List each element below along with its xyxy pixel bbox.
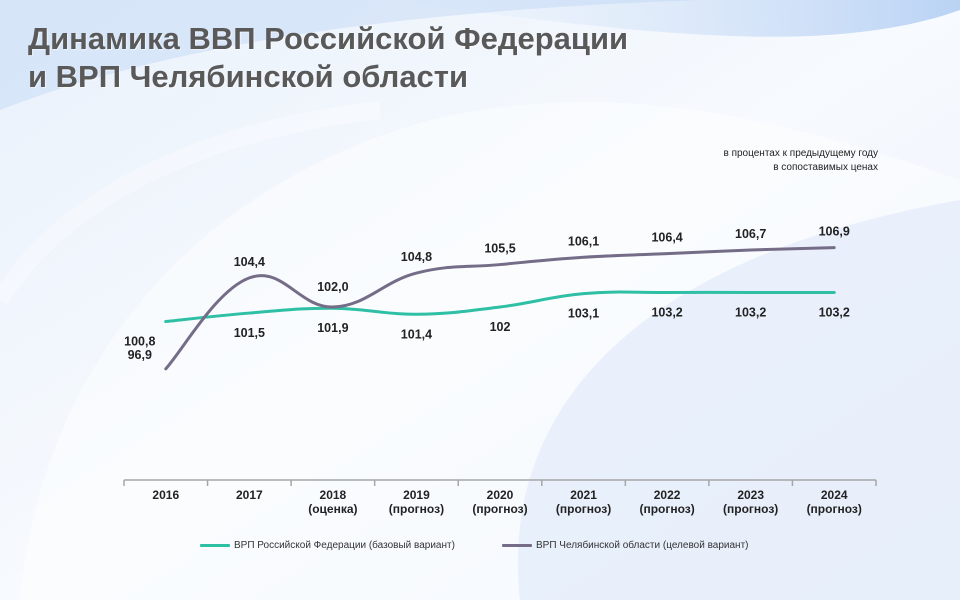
data-label: 106,7 bbox=[735, 227, 766, 241]
x-tick-label: 2021 bbox=[570, 488, 597, 502]
legend-item-chel: ВРП Челябинской области (целевой вариант… bbox=[502, 540, 748, 551]
x-tick-label: (прогноз) bbox=[389, 502, 444, 516]
data-label: 101,5 bbox=[234, 326, 265, 340]
unit-note-line-1: в процентах к предыдущему году bbox=[723, 148, 878, 159]
legend-swatch-rf bbox=[200, 544, 230, 547]
x-tick-label: (оценка) bbox=[308, 502, 357, 516]
data-label: 100,8 bbox=[124, 335, 155, 349]
x-tick-label: 2024 bbox=[821, 488, 848, 502]
data-label: 106,4 bbox=[651, 231, 682, 245]
data-label: 104,4 bbox=[234, 255, 265, 269]
data-label: 103,2 bbox=[819, 305, 850, 319]
series-line-rf bbox=[164, 290, 836, 324]
unit-note: в процентах к предыдущему году в сопоста… bbox=[723, 147, 878, 175]
x-tick-label: (прогноз) bbox=[639, 502, 694, 516]
unit-note-line-2: в сопоставимых ценах bbox=[773, 162, 878, 173]
x-tick-label: (прогноз) bbox=[807, 502, 862, 516]
data-label: 101,9 bbox=[317, 321, 348, 335]
legend-item-rf: ВРП Российской Федерации (базовый вариан… bbox=[200, 540, 455, 551]
chart-legend: ВРП Российской Федерации (базовый вариан… bbox=[0, 540, 960, 556]
x-tick-label: 2016 bbox=[152, 488, 179, 502]
x-tick-label: (прогноз) bbox=[472, 502, 527, 516]
data-label: 103,2 bbox=[651, 305, 682, 319]
data-label: 106,9 bbox=[819, 225, 850, 239]
data-label: 103,2 bbox=[735, 305, 766, 319]
data-label: 96,9 bbox=[128, 348, 152, 362]
x-tick-label: 2017 bbox=[236, 488, 263, 502]
x-tick-label: 2023 bbox=[737, 488, 764, 502]
data-label: 102 bbox=[490, 320, 511, 334]
data-label: 101,4 bbox=[401, 327, 432, 341]
legend-swatch-chel bbox=[502, 544, 532, 547]
data-label: 105,5 bbox=[484, 242, 515, 256]
x-tick-label: 2019 bbox=[403, 488, 430, 502]
title-line-1: Динамика ВВП Российской Федерации bbox=[28, 21, 629, 56]
data-label: 104,8 bbox=[401, 250, 432, 264]
series-line-chel bbox=[164, 246, 836, 371]
x-tick-label: 2018 bbox=[320, 488, 347, 502]
slide-title: Динамика ВВП Российской Федерации и ВРП … bbox=[28, 20, 628, 96]
legend-label-rf: ВРП Российской Федерации (базовый вариан… bbox=[234, 540, 455, 551]
x-tick-label: 2020 bbox=[487, 488, 514, 502]
data-label: 102,0 bbox=[317, 280, 348, 294]
x-tick-label: (прогноз) bbox=[556, 502, 611, 516]
title-line-2: и ВРП Челябинской области bbox=[28, 59, 469, 94]
data-label: 106,1 bbox=[568, 234, 599, 248]
x-tick-label: 2022 bbox=[654, 488, 681, 502]
legend-label-chel: ВРП Челябинской области (целевой вариант… bbox=[536, 540, 749, 551]
x-tick-label: (прогноз) bbox=[723, 502, 778, 516]
data-label: 103,1 bbox=[568, 307, 599, 321]
